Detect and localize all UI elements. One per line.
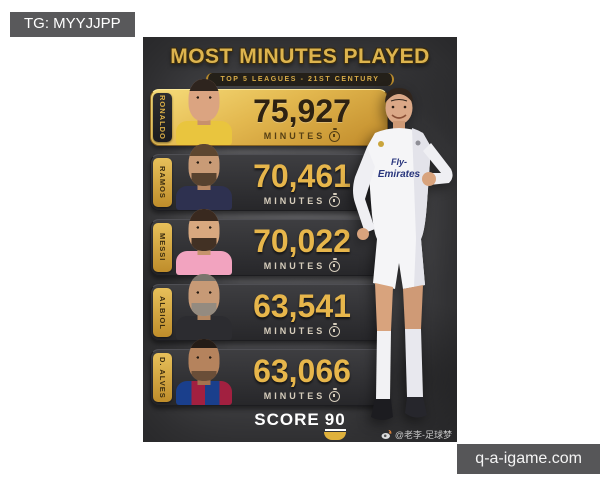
player-name-tab: MESSI: [153, 223, 172, 272]
minutes-value: 63,541: [253, 288, 351, 324]
player-avatar: [175, 77, 233, 145]
avatar-beard: [191, 238, 217, 251]
brand-number-text: 90: [324, 410, 346, 431]
minutes-label: MINUTES: [263, 326, 326, 337]
stopwatch-icon: [329, 390, 341, 402]
player-name-label: ALBIOL: [158, 295, 167, 330]
stopwatch-icon: [329, 325, 341, 337]
stopwatch-icon: [329, 195, 341, 207]
player-name-tab: RAMOS: [153, 158, 172, 207]
poster-title: MOST MINUTES PLAYED: [170, 45, 430, 68]
player-name-tab: ALBIOL: [153, 288, 172, 337]
avatar-head: [188, 209, 220, 251]
ranking-row: ALBIOL 63,541 MINUTES: [150, 274, 388, 341]
player-name-tab: RONALDO: [153, 93, 172, 142]
tg-watermark-box: TG: MYYJJPP: [10, 12, 135, 37]
avatar-eyes: [188, 226, 220, 229]
player-name-label: RONALDO: [158, 95, 167, 140]
site-watermark-label: q-a-igame.com: [475, 450, 582, 467]
player-stats: 75,927 MINUTES: [231, 93, 373, 142]
avatar-jersey: [176, 121, 232, 145]
minutes-label-wrap: MINUTES: [231, 390, 373, 402]
artist-watermark: @老李-足球梦: [381, 428, 452, 441]
minutes-label: MINUTES: [263, 391, 326, 402]
ranking-list: RONALDO 75,927 MINUTES RAMOS: [150, 79, 388, 414]
avatar-hair: [188, 274, 220, 281]
avatar-eyes: [188, 356, 220, 359]
weibo-icon: [381, 429, 392, 439]
ranking-row: MESSI 70,022 MINUTES: [150, 209, 388, 276]
avatar-beard: [191, 173, 217, 186]
avatar-head: [188, 339, 220, 381]
brand-logo: SCORE 90: [143, 410, 457, 431]
avatar-beard: [191, 303, 217, 316]
avatar-jersey: [176, 186, 232, 210]
player-stats: 70,461 MINUTES: [231, 158, 373, 207]
player-avatar: [175, 142, 233, 210]
minutes-value: 75,927: [253, 93, 351, 129]
ranking-row: RONALDO 75,927 MINUTES: [150, 79, 388, 146]
avatar-jersey: [176, 251, 232, 275]
minutes-value: 70,022: [253, 223, 351, 259]
avatar-head: [188, 274, 220, 316]
minutes-label-wrap: MINUTES: [231, 130, 373, 142]
avatar-hair: [188, 339, 220, 348]
avatar-beard: [191, 371, 217, 381]
ranking-row: D. ALVES 63,066 MINUTES: [150, 339, 388, 406]
player-name-tab: D. ALVES: [153, 353, 172, 402]
avatar-hair: [188, 79, 220, 91]
minutes-value: 70,461: [253, 158, 351, 194]
player-name-label: MESSI: [158, 233, 167, 262]
artist-watermark-label: @老李-足球梦: [394, 430, 452, 440]
svg-text:Emirates: Emirates: [378, 169, 421, 180]
avatar-hair: [188, 209, 220, 221]
minutes-label-wrap: MINUTES: [231, 325, 373, 337]
minutes-label-wrap: MINUTES: [231, 195, 373, 207]
tg-watermark-label: TG: MYYJJPP: [24, 15, 121, 32]
avatar-head: [188, 144, 220, 186]
avatar-eyes: [188, 161, 220, 164]
avatar-eyes: [188, 291, 220, 294]
svg-text:Fly-: Fly-: [391, 157, 407, 167]
avatar-hair: [188, 144, 220, 156]
ronaldo-figure-graphic: Fly- Emirates: [353, 88, 453, 420]
player-stats: 70,022 MINUTES: [231, 223, 373, 272]
player-avatar: [175, 207, 233, 275]
avatar-head: [188, 79, 220, 121]
player-stats: 63,541 MINUTES: [231, 288, 373, 337]
minutes-label: MINUTES: [263, 196, 326, 207]
player-stats: 63,066 MINUTES: [231, 353, 373, 402]
avatar-jersey: [176, 316, 232, 340]
player-name-label: RAMOS: [158, 166, 167, 199]
minutes-label-wrap: MINUTES: [231, 260, 373, 272]
player-avatar: [175, 272, 233, 340]
minutes-value: 63,066: [253, 353, 351, 389]
avatar-jersey: [176, 381, 232, 405]
ranking-row: RAMOS 70,461 MINUTES: [150, 144, 388, 211]
minutes-label: MINUTES: [263, 131, 326, 142]
player-avatar: [175, 337, 233, 405]
infographic-poster: MOST MINUTES PLAYED TOP 5 LEAGUES - 21ST…: [143, 37, 457, 442]
ronaldo-cutout-image: Fly- Emirates: [341, 81, 457, 441]
minutes-label: MINUTES: [263, 261, 326, 272]
stopwatch-icon: [329, 260, 341, 272]
avatar-eyes: [188, 96, 220, 99]
stopwatch-icon: [329, 130, 341, 142]
brand-score-text: SCORE: [254, 410, 320, 429]
site-watermark-box: q-a-igame.com: [457, 444, 600, 474]
player-name-label: D. ALVES: [158, 356, 167, 399]
